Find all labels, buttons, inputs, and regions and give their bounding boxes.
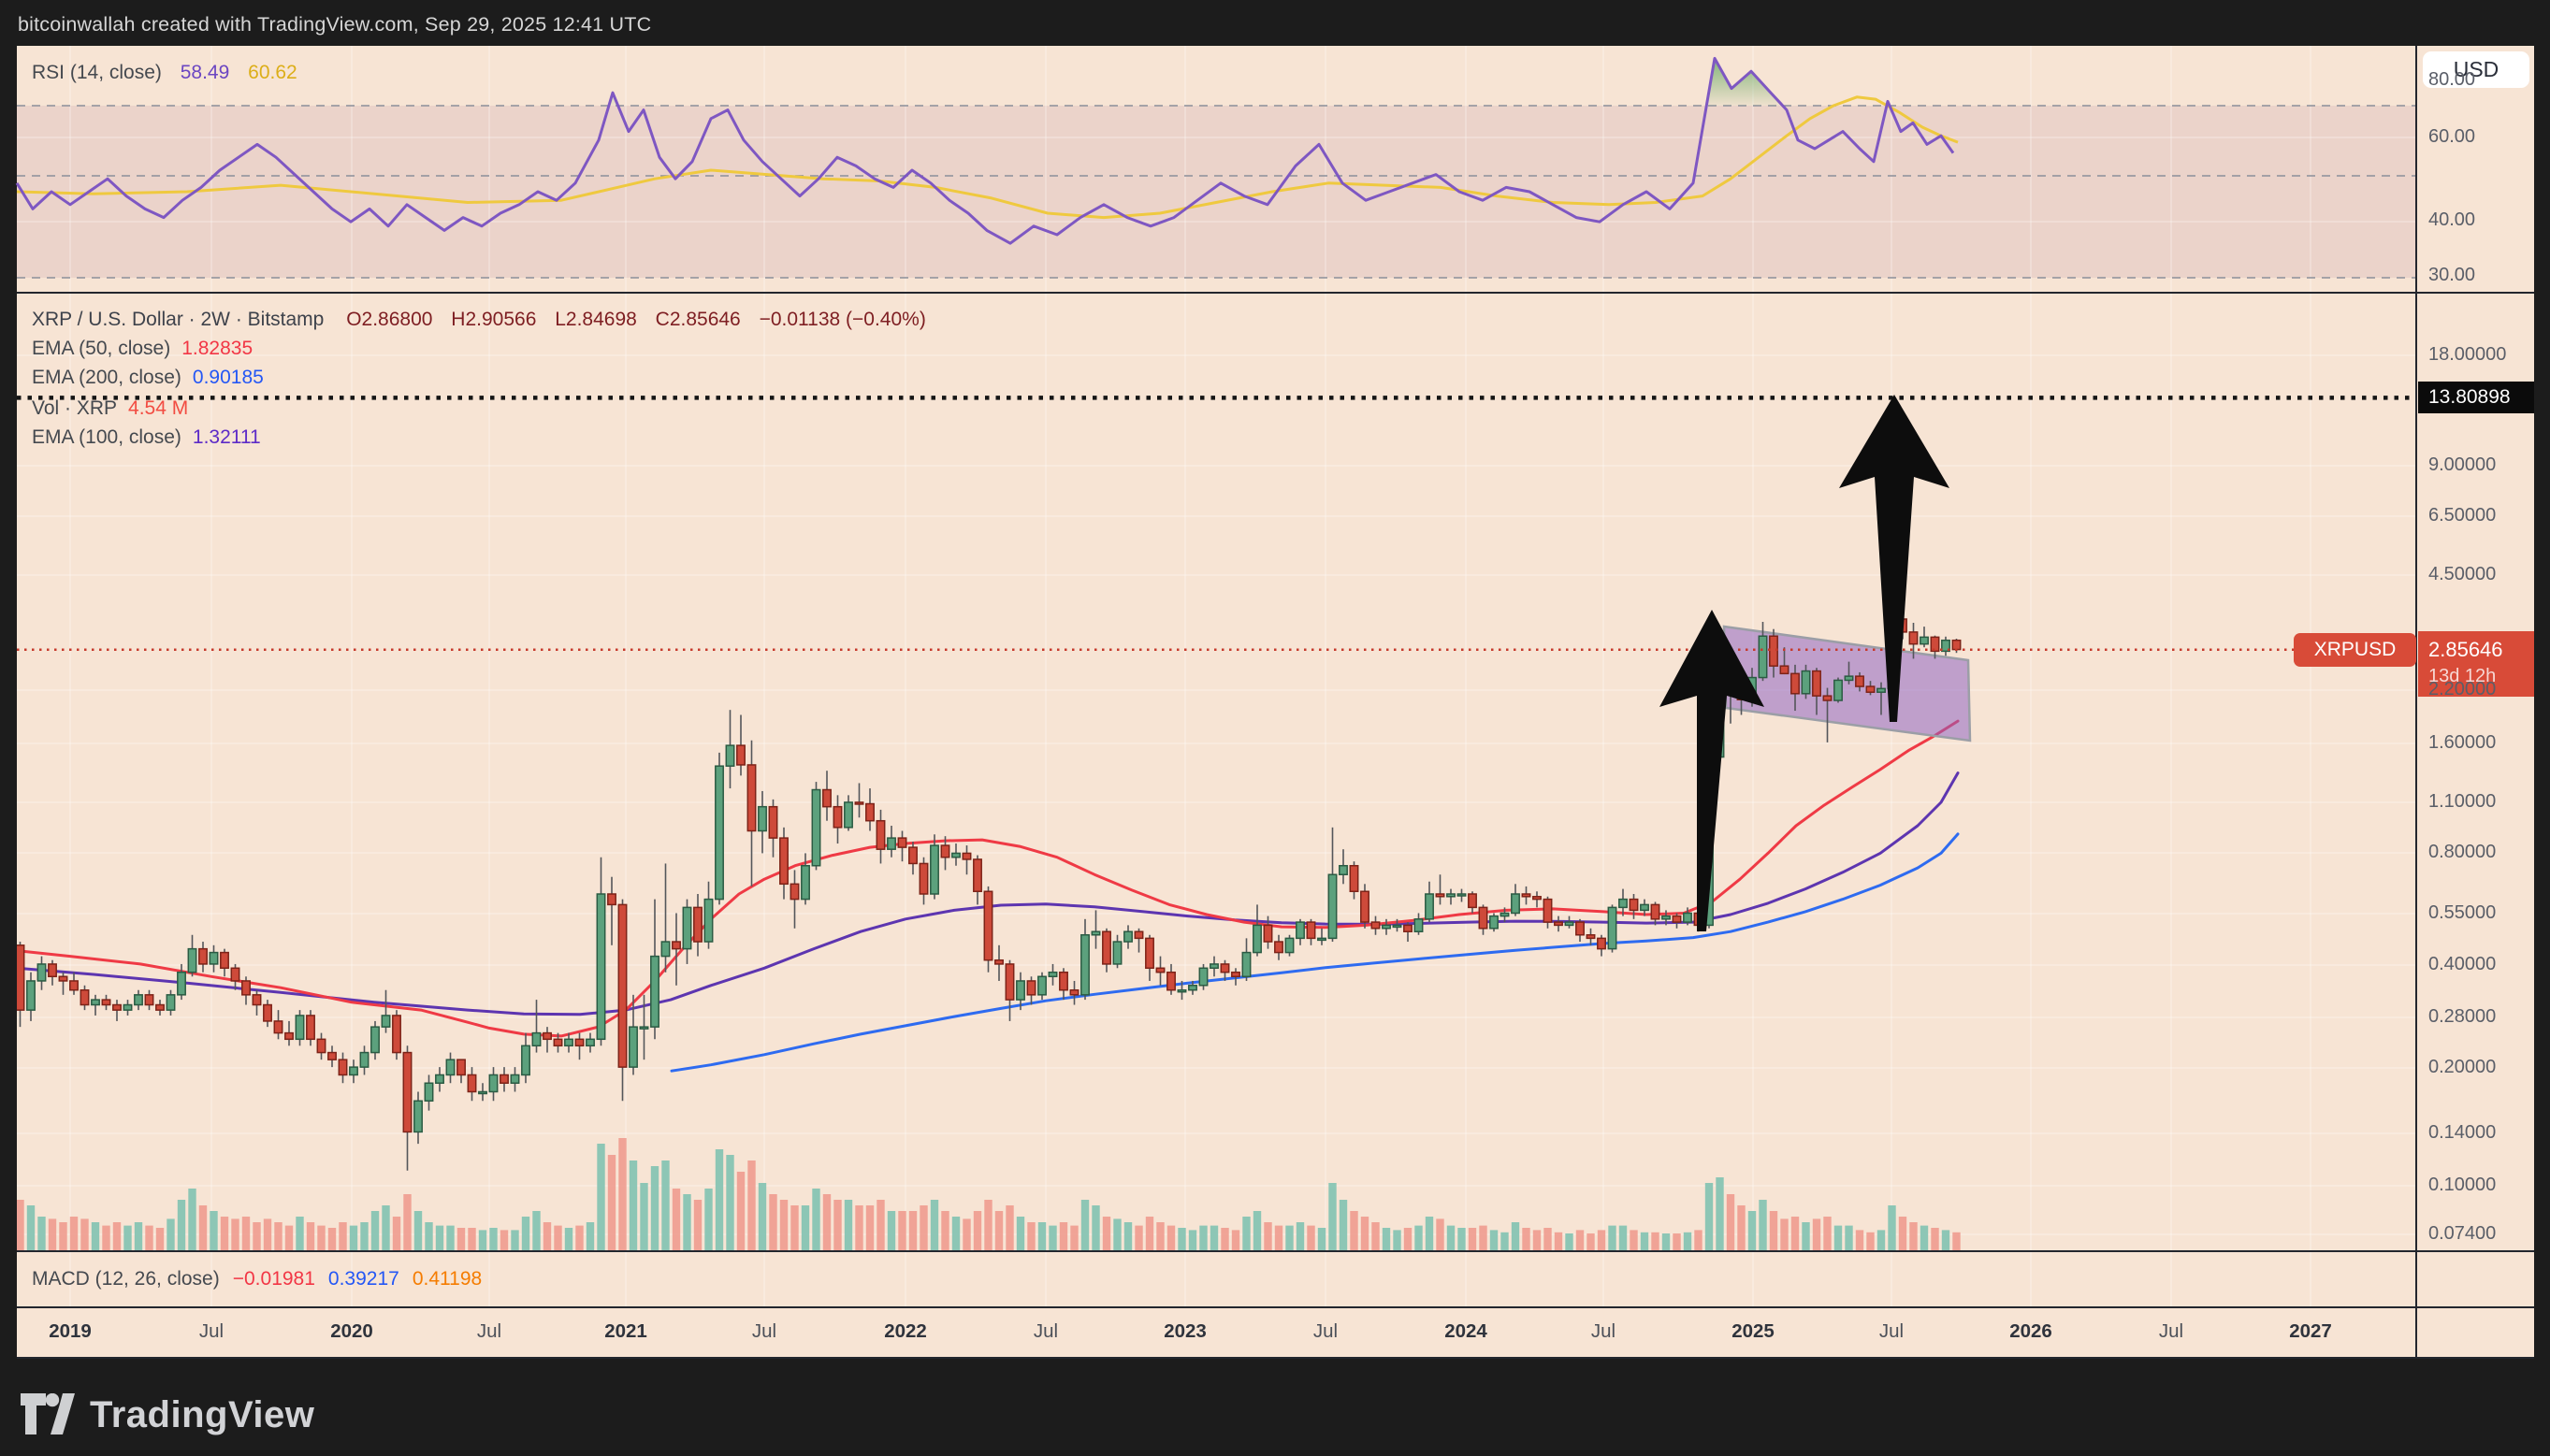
- price-tick-label: 0.40000: [2428, 954, 2497, 974]
- volume-bars: [17, 1138, 1961, 1250]
- ohlc-change: −0.01138 (−0.40%): [759, 309, 926, 330]
- macd-value: 0.39217: [327, 1268, 399, 1290]
- price-tick-label: 0.20000: [2428, 1057, 2497, 1077]
- price-tick-label: 1.10000: [2428, 791, 2497, 812]
- price-tick-label: 0.07400: [2428, 1223, 2497, 1244]
- rsi-line: [15, 56, 1955, 245]
- ohlc-open: O2.86800: [346, 309, 433, 330]
- pane-background: [17, 46, 2534, 1358]
- ohlc-low: L2.84698: [555, 309, 637, 330]
- indicator-value: 4.54 M: [128, 397, 189, 419]
- ohlc-high: H2.90566: [451, 309, 537, 330]
- currency-button[interactable]: USD: [2423, 51, 2529, 88]
- time-tick-label: Jul: [1590, 1320, 1616, 1342]
- rsi-ma-line: [16, 95, 1959, 220]
- indicator-label: EMA (200, close): [32, 367, 181, 388]
- price-tick-label: 0.14000: [2428, 1122, 2497, 1143]
- indicator-value: 1.82835: [181, 338, 254, 359]
- up-arrow-annotation-1[interactable]: [1659, 610, 1764, 931]
- price-tick-label: 0.80000: [2428, 842, 2497, 862]
- macd-value: 0.41198: [412, 1268, 483, 1290]
- price-tick-label: 1.60000: [2428, 732, 2497, 753]
- price-tick-label: 9.00000: [2428, 454, 2497, 475]
- pane-separators[interactable]: [17, 46, 2534, 1359]
- rsi-legend[interactable]: RSI (14, close) 58.49 60.62: [32, 62, 297, 84]
- rsi-tick-label: 30.00: [2428, 265, 2476, 285]
- tradingview-logo[interactable]: TradingView: [21, 1393, 314, 1436]
- price-tick-label: 0.55000: [2428, 902, 2497, 923]
- indicator-label: Vol · XRP: [32, 397, 118, 419]
- time-tick-label: Jul: [2158, 1320, 2184, 1342]
- symbol-legend[interactable]: XRP / U.S. Dollar · 2W · Bitstamp O2.868…: [32, 309, 939, 331]
- tradingview-icon: [21, 1393, 75, 1434]
- time-tick-label: Jul: [198, 1320, 225, 1342]
- indicator-row[interactable]: EMA (50, close) 1.82835: [32, 338, 253, 360]
- ema-200-line: [670, 832, 1960, 1073]
- time-tick-label: Jul: [1033, 1320, 1059, 1342]
- symbol-title: XRP / U.S. Dollar · 2W · Bitstamp: [32, 309, 325, 330]
- time-tick-label: 2023: [1164, 1320, 1207, 1342]
- indicator-row[interactable]: EMA (200, close) 0.90185: [32, 367, 264, 389]
- attribution-text: bitcoinwallah created with TradingView.c…: [18, 13, 652, 36]
- grid-lines: [17, 46, 2416, 1307]
- rsi-overbought-fill: [17, 58, 1953, 106]
- price-tick-label: 0.28000: [2428, 1006, 2497, 1027]
- symbol-price-tag: XRPUSD: [2294, 632, 2416, 667]
- time-tick-label: 2020: [330, 1320, 373, 1342]
- level-price-badge: 13.80898: [2418, 382, 2534, 414]
- rsi-tick-label: 40.00: [2428, 209, 2476, 230]
- macd-legend-label: MACD (12, 26, close): [32, 1268, 220, 1290]
- ema-50-line: [17, 719, 1960, 1038]
- indicator-label: EMA (50, close): [32, 338, 171, 359]
- rsi-legend-label: RSI (14, close): [32, 62, 162, 83]
- indicator-row[interactable]: EMA (100, close) 1.32111: [32, 426, 261, 449]
- rsi-band: [17, 106, 2416, 278]
- price-tick-label: 4.50000: [2428, 564, 2497, 584]
- ohlc-close: C2.85646: [655, 309, 741, 330]
- price-tick-label: 0.10000: [2428, 1175, 2497, 1195]
- rsi-value: 58.49: [180, 62, 230, 83]
- time-tick-label: 2025: [1731, 1320, 1775, 1342]
- tradingview-wordmark: TradingView: [90, 1393, 315, 1435]
- ema-100-line: [17, 771, 1960, 1016]
- current-price-value: 2.85646: [2428, 637, 2503, 661]
- indicator-value: 0.90185: [192, 367, 264, 388]
- time-tick-label: 2021: [604, 1320, 647, 1342]
- price-tick-label: 6.50000: [2428, 505, 2497, 526]
- time-tick-label: Jul: [1878, 1320, 1905, 1342]
- time-tick-label: 2027: [2289, 1320, 2332, 1342]
- macd-legend[interactable]: MACD (12, 26, close) −0.01981 0.39217 0.411…: [32, 1268, 482, 1290]
- time-tick-label: 2024: [1444, 1320, 1487, 1342]
- macd-value: −0.01981: [232, 1268, 315, 1290]
- up-arrow-annotation-2[interactable]: [1839, 395, 1949, 722]
- time-tick-label: 2019: [49, 1320, 92, 1342]
- time-tick-label: Jul: [751, 1320, 777, 1342]
- bar-countdown: 13d 12h: [2428, 665, 2497, 686]
- current-price-badge: 2.85646 13d 12h: [2418, 630, 2534, 697]
- indicator-value: 1.32111: [192, 426, 261, 448]
- rsi-tick-label: 60.00: [2428, 126, 2476, 147]
- time-tick-label: 2026: [2009, 1320, 2052, 1342]
- price-tick-label: 18.00000: [2428, 344, 2507, 365]
- time-tick-label: 2022: [884, 1320, 927, 1342]
- indicator-row[interactable]: Vol · XRP 4.54 M: [32, 397, 188, 420]
- indicator-label: EMA (100, close): [32, 426, 181, 448]
- rsi-tick-label: 80.00: [2428, 69, 2476, 90]
- price-tick-label: 2.20000: [2428, 679, 2497, 699]
- candlesticks: [17, 610, 1962, 1171]
- time-tick-label: Jul: [1312, 1320, 1339, 1342]
- time-tick-label: Jul: [476, 1320, 502, 1342]
- rsi-ma-value: 60.62: [248, 62, 297, 83]
